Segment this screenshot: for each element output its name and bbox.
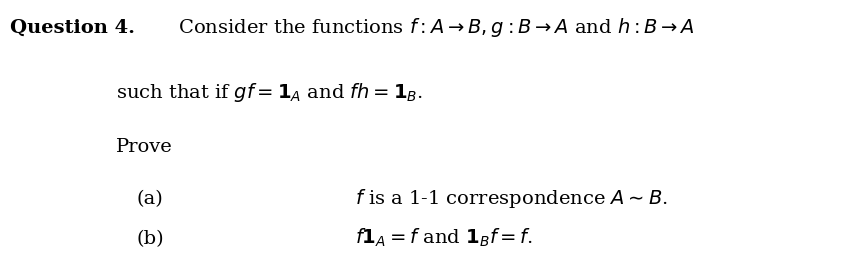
Text: Prove: Prove [116,138,172,156]
Text: such that if $gf = \mathbf{1}_A$ and $fh = \mathbf{1}_B$.: such that if $gf = \mathbf{1}_A$ and $fh… [116,81,423,104]
Text: $f$ is a 1-1 correspondence $A \sim B$.: $f$ is a 1-1 correspondence $A \sim B$. [355,187,668,211]
Text: $f\mathbf{1}_A = f$ and $\mathbf{1}_B f = f$.: $f\mathbf{1}_A = f$ and $\mathbf{1}_B f … [355,227,533,249]
Text: (b): (b) [137,230,164,248]
Text: (a): (a) [137,190,163,209]
Text: Question 4.: Question 4. [10,19,135,37]
Text: Consider the functions $f : A \rightarrow B, g : B \rightarrow A$ and $h : B \ri: Consider the functions $f : A \rightarro… [171,16,694,39]
